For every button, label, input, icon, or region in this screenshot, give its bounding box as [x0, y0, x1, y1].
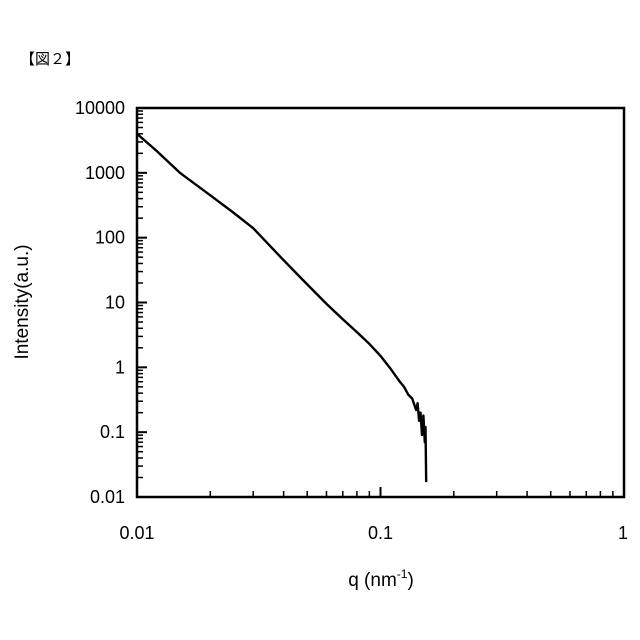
minor-ticks: [137, 111, 613, 497]
x-tick-labels: 0.01 0.1 1: [119, 523, 628, 543]
y-tick-label: 100: [95, 228, 125, 248]
series-line: [137, 134, 426, 482]
y-axis-title: Intensity(a.u.): [12, 244, 33, 359]
y-tick-label: 1: [115, 357, 125, 377]
x-tick-label: 0.01: [119, 523, 154, 543]
y-tick-label: 1000: [85, 163, 125, 183]
x-axis-title-close: ): [407, 570, 413, 591]
x-axis-title-superscript: -1: [397, 567, 408, 581]
x-axis-title-main: q (nm: [348, 570, 397, 591]
y-tick-label: 0.1: [100, 422, 125, 442]
plot-frame: [137, 108, 624, 497]
y-tick-label: 10: [105, 293, 125, 313]
y-tick-labels: 0.01 0.1 1 10 100 1000 10000: [75, 98, 125, 507]
major-ticks: [137, 108, 624, 497]
y-tick-label: 10000: [75, 98, 125, 118]
x-tick-label: 1: [618, 523, 628, 543]
x-tick-label: 0.1: [368, 523, 393, 543]
y-tick-label: 0.01: [90, 487, 125, 507]
x-axis-title: q (nm-1): [348, 567, 414, 591]
